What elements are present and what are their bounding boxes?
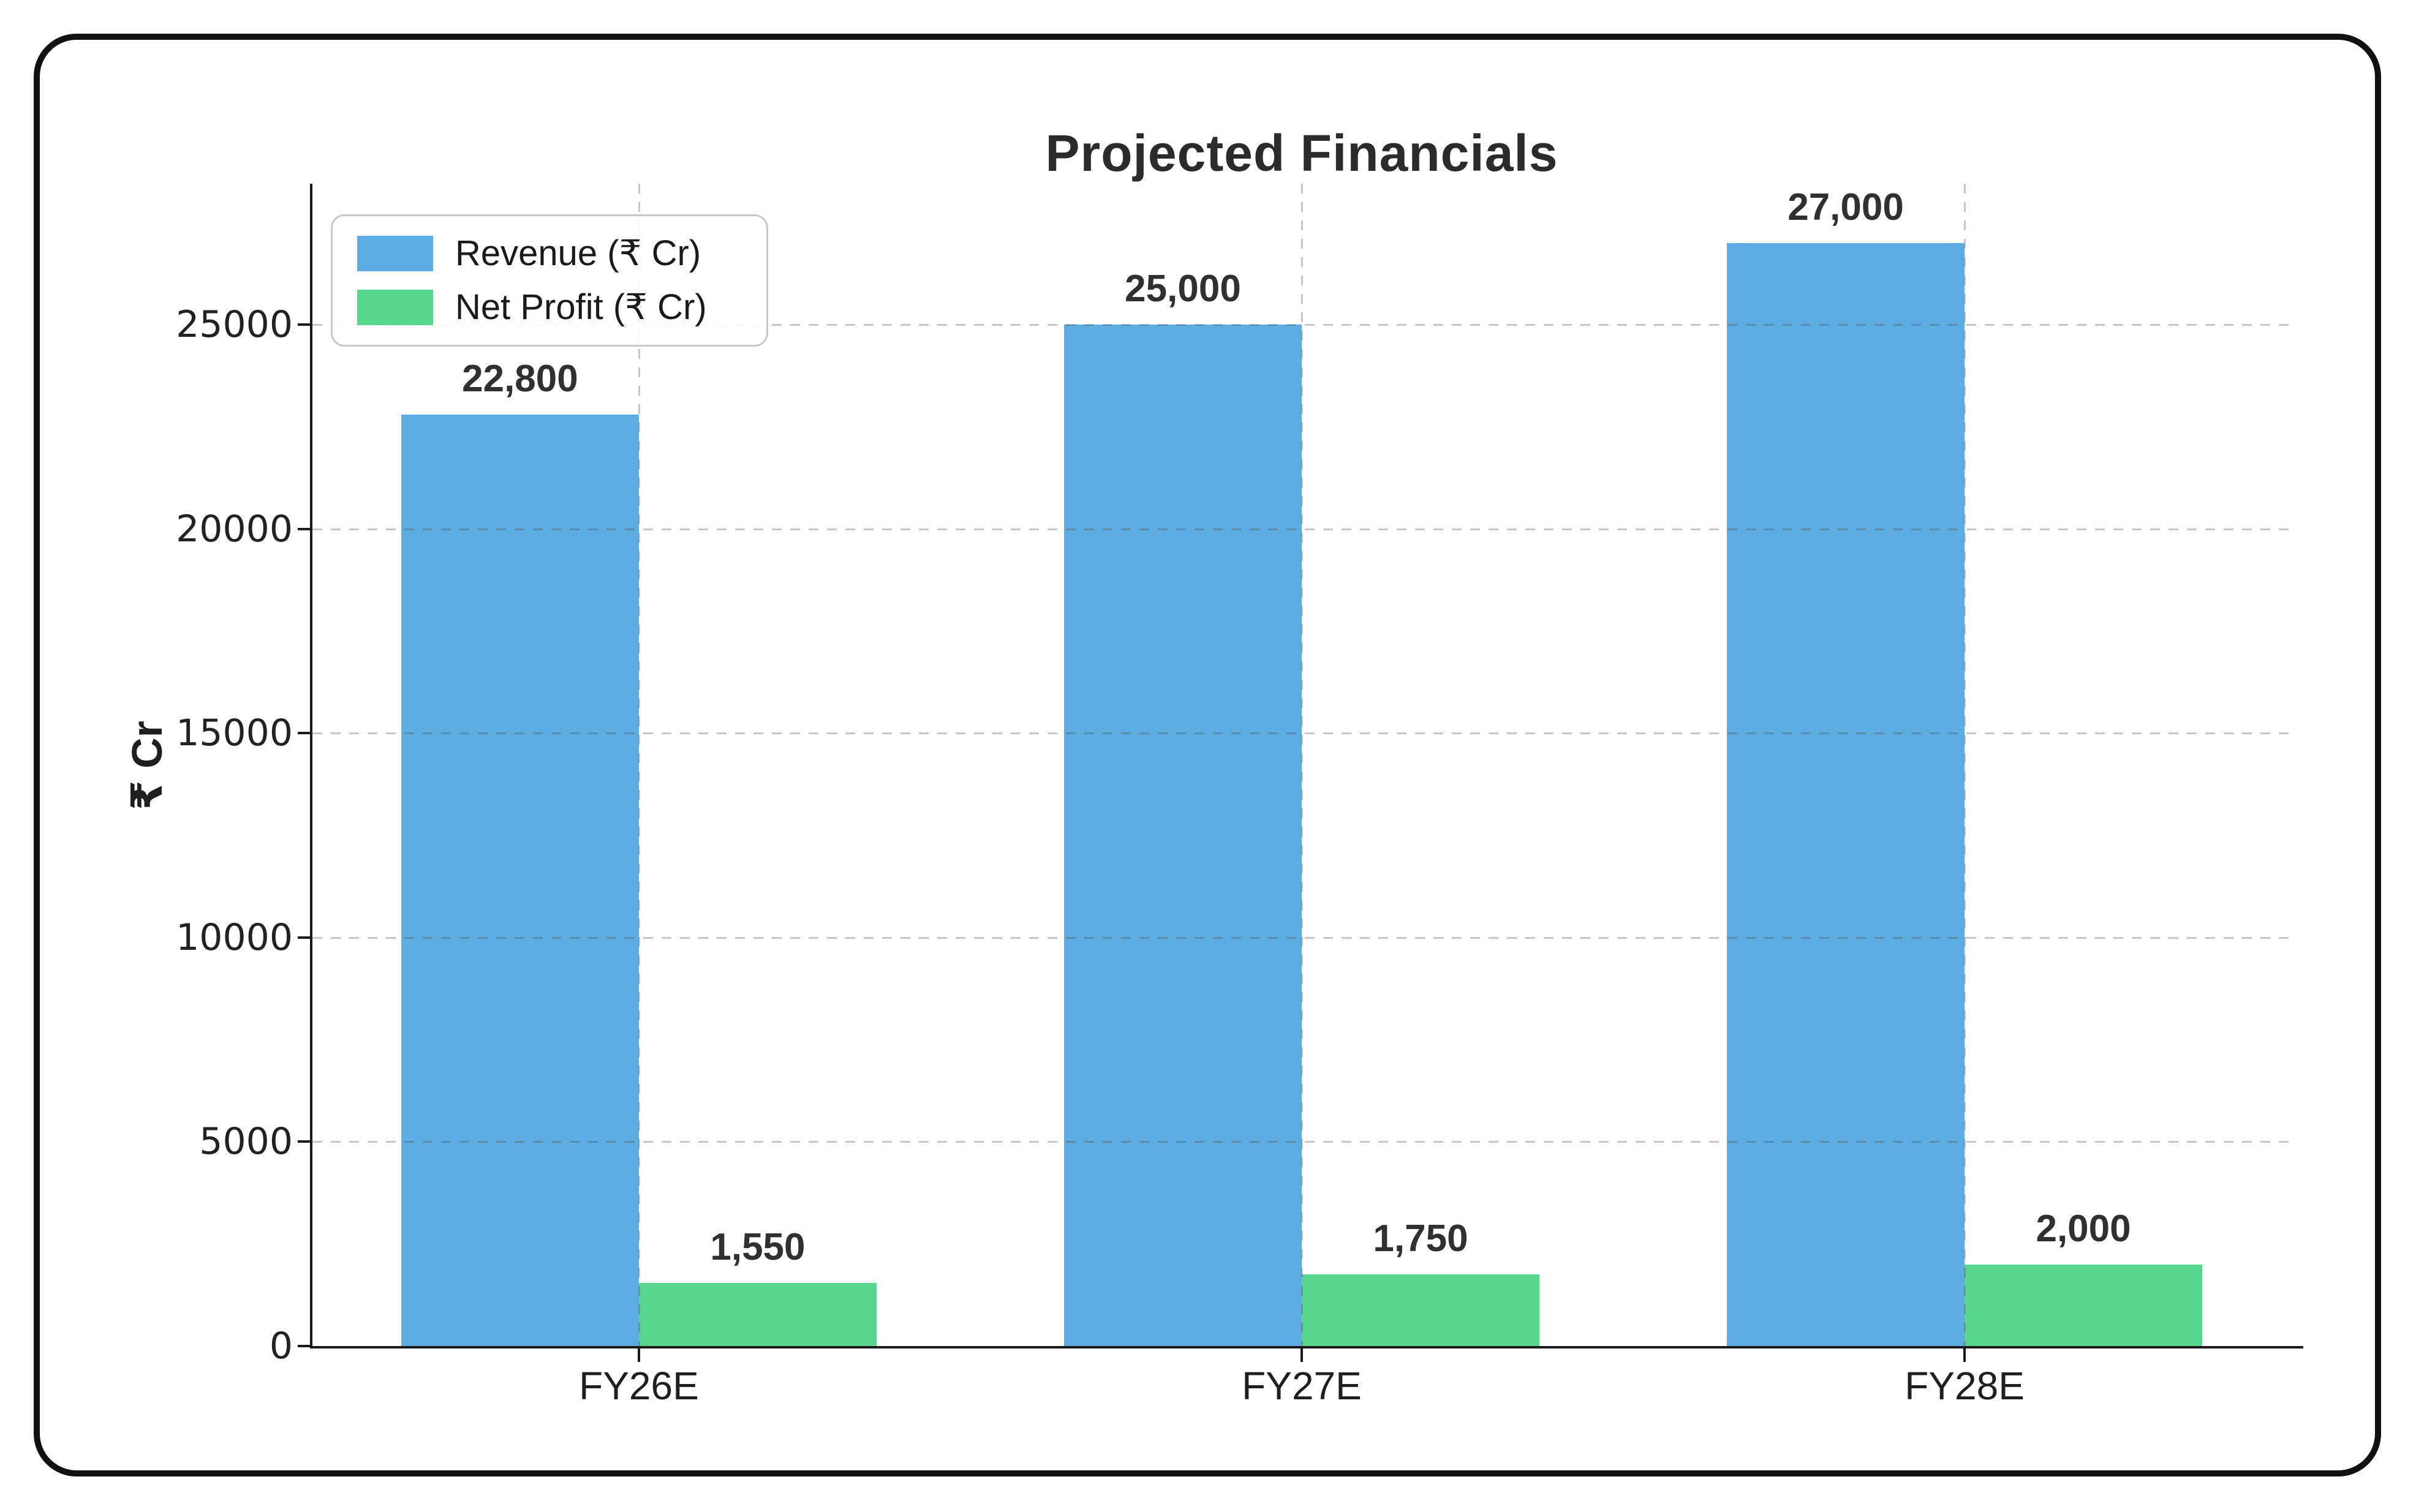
y-tick-label: 25000 — [176, 303, 293, 347]
plot-area — [310, 184, 2303, 1348]
bar-value-label: 25,000 — [1125, 268, 1241, 310]
revenue-bar-fy28e — [1727, 243, 1965, 1346]
y-tick-mark — [298, 732, 311, 735]
y-tick-mark — [298, 1140, 311, 1143]
y-gridline — [312, 1141, 2291, 1143]
x-tick-mark — [1963, 1346, 1966, 1362]
bar-value-label: 1,750 — [1373, 1217, 1468, 1260]
net-profit-bar-fy26e — [638, 1282, 877, 1346]
bar-value-label: 27,000 — [1787, 186, 1904, 228]
legend: Revenue (₹ Cr) Net Profit (₹ Cr) — [331, 214, 768, 347]
y-tick-mark — [298, 527, 311, 530]
legend-row-net-profit: Net Profit (₹ Cr) — [357, 288, 742, 326]
x-tick-mark — [637, 1346, 640, 1362]
revenue-swatch-icon — [357, 236, 433, 271]
y-axis-label: ₹ Cr — [123, 721, 171, 810]
revenue-bar-fy27e — [1064, 325, 1302, 1346]
chart-title: Projected Financials — [1045, 124, 1558, 182]
net-profit-bar-fy27e — [1302, 1274, 1539, 1346]
y-tick-mark — [298, 936, 311, 939]
y-tick-label: 0 — [269, 1325, 293, 1367]
x-gridline — [1301, 184, 1303, 1346]
legend-label-net-profit: Net Profit (₹ Cr) — [455, 287, 707, 327]
y-gridline — [312, 936, 2291, 939]
y-gridline — [312, 324, 2291, 326]
y-tick-mark — [298, 323, 311, 326]
y-tick-label: 15000 — [176, 712, 293, 755]
y-gridline — [312, 732, 2291, 735]
y-tick-mark — [298, 1345, 311, 1347]
bar-value-label: 22,800 — [462, 357, 578, 400]
y-tick-label: 5000 — [199, 1120, 293, 1164]
x-tick-label: FY26E — [579, 1364, 699, 1408]
x-tick-label: FY28E — [1904, 1364, 2025, 1408]
y-tick-label: 20000 — [176, 507, 293, 551]
net-profit-bar-fy28e — [1965, 1264, 2203, 1346]
bar-value-label: 2,000 — [2036, 1207, 2131, 1250]
x-gridline — [638, 184, 640, 1346]
y-tick-label: 10000 — [176, 916, 293, 959]
x-axis-spine — [310, 1346, 2303, 1348]
legend-row-revenue: Revenue (₹ Cr) — [357, 235, 742, 273]
legend-label-revenue: Revenue (₹ Cr) — [455, 233, 701, 273]
y-gridline — [312, 528, 2291, 530]
y-axis-spine — [310, 184, 312, 1346]
x-tick-mark — [1300, 1346, 1303, 1362]
x-tick-label: FY27E — [1242, 1364, 1362, 1408]
net-profit-swatch-icon — [357, 290, 433, 325]
x-gridline — [1964, 184, 1966, 1346]
revenue-bar-fy26e — [401, 414, 639, 1346]
bar-value-label: 1,550 — [710, 1225, 806, 1268]
